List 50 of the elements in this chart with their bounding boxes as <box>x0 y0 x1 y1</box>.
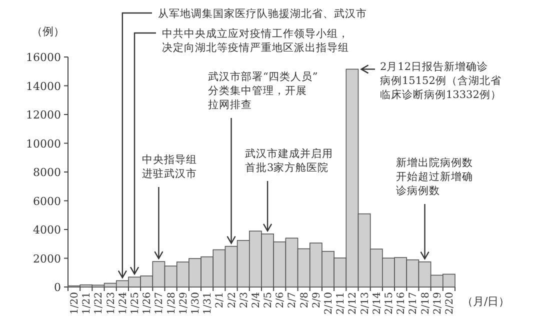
x-tick-label: 1/21 <box>82 292 93 314</box>
x-tick-label: 1/28 <box>166 292 178 314</box>
y-tick-label: 4000 <box>33 224 61 236</box>
x-tick-label: 2/10 <box>324 292 335 314</box>
x-tick-label: 1/29 <box>178 292 190 314</box>
x-tick-label: 1/26 <box>142 292 154 314</box>
y-tick-label: 14000 <box>26 80 61 93</box>
x-tick-label: 2/8 <box>299 292 310 308</box>
y-tick-label: 10000 <box>26 137 61 150</box>
x-tick-label: 2/19 <box>432 292 444 314</box>
x-tick-label: 2/11 <box>336 292 347 314</box>
annotation: 新增出院病例数开始超过新增确诊病例数 <box>396 157 473 197</box>
y-tick-label: 16000 <box>26 51 61 64</box>
annotation: 中共中央成立应对疫情工作领导小组，决定向湖北等疫情严重地区派出指导组 <box>162 28 349 54</box>
annotation: 从军地调集国家医疗队驰援湖北省、武汉市 <box>158 8 367 20</box>
y-tick-label: 12000 <box>26 108 61 122</box>
x-tick-label: 2/17 <box>408 292 420 314</box>
x-tick-label: 2/12 <box>348 292 359 314</box>
x-tick-label: 2/9 <box>311 292 322 308</box>
x-tick-label: 2/20 <box>444 292 456 314</box>
x-axis-title: （月/日） <box>462 295 510 308</box>
x-tick-label: 2/16 <box>396 292 408 314</box>
x-tick-label: 2/6 <box>275 292 286 308</box>
x-tick-label: 1/22 <box>94 292 105 314</box>
x-tick-label: 1/23 <box>106 292 117 314</box>
x-tick-label: 1/27 <box>154 292 166 314</box>
y-tick-label: 6000 <box>33 194 61 208</box>
y-axis-title: （例） <box>32 25 64 38</box>
annotation: 武汉市建成并启用首批3家方舱医院 <box>245 148 333 174</box>
x-tick-label: 1/25 <box>130 292 142 314</box>
x-tick-label: 2/14 <box>372 292 383 314</box>
x-tick-label: 2/13 <box>360 292 371 314</box>
y-tick-label: 0 <box>54 281 61 294</box>
x-tick-label: 2/15 <box>384 292 395 314</box>
x-tick-label: 2/1 <box>214 292 226 308</box>
x-tick-label: 2/18 <box>420 292 432 314</box>
x-tick-label: 1/24 <box>118 292 129 314</box>
y-tick-label: 8000 <box>33 166 61 179</box>
x-tick-label: 2/7 <box>287 292 298 308</box>
x-tick-label: 1/30 <box>190 292 202 314</box>
annotation: 武汉市部署“四类人员”分类集中管理，开展拉网排查 <box>208 71 318 111</box>
annotation: 2月12日报告新增确诊病例15152例（含湖北省临床诊断病例13332例） <box>380 61 502 101</box>
x-tick-label: 2/2 <box>226 292 238 308</box>
x-tick-label: 2/3 <box>238 292 250 308</box>
x-tick-label: 1/31 <box>202 292 214 314</box>
x-tick-label: 1/20 <box>70 292 81 314</box>
annotation: 中央指导组进驻武汉市 <box>142 154 197 180</box>
y-tick-label: 2000 <box>33 252 61 266</box>
x-tick-label: 2/4 <box>250 292 262 308</box>
x-tick-label: 2/5 <box>263 292 274 308</box>
